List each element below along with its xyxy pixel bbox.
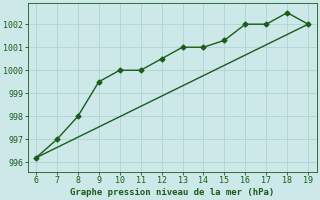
X-axis label: Graphe pression niveau de la mer (hPa): Graphe pression niveau de la mer (hPa) bbox=[70, 188, 274, 197]
